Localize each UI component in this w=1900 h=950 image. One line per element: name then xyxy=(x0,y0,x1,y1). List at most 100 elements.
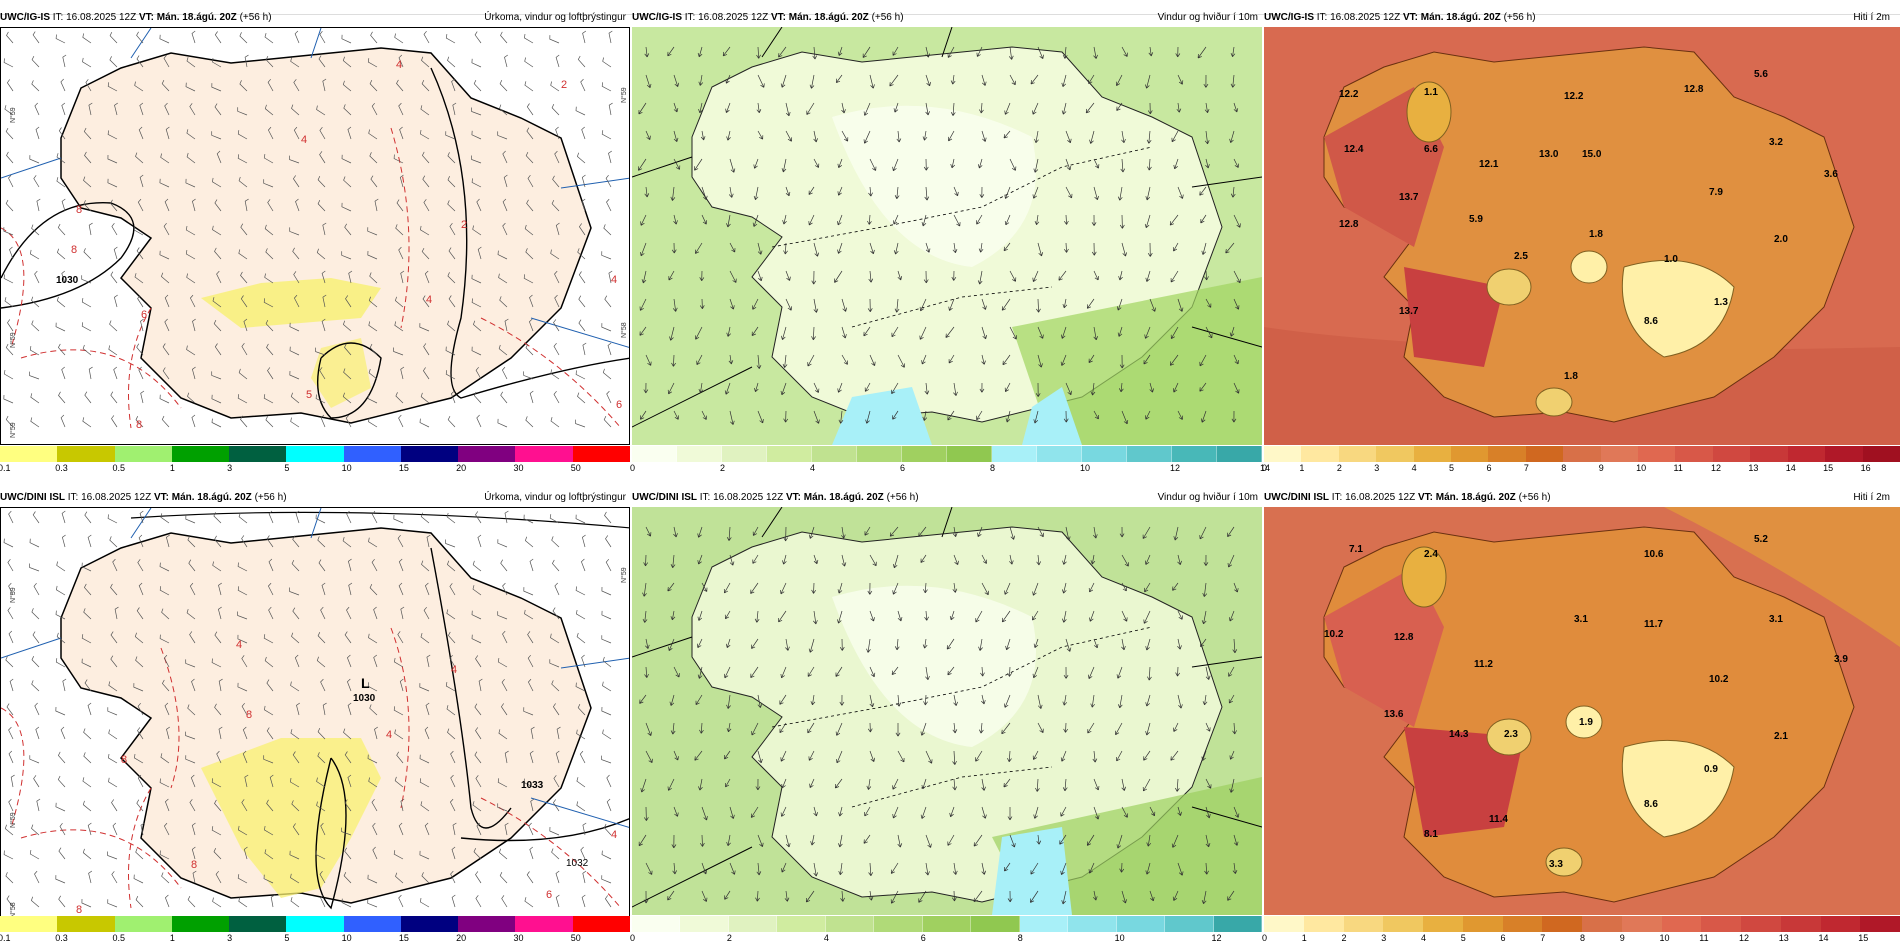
wind-barb xyxy=(581,198,586,212)
wind-arrow xyxy=(980,666,985,677)
wind-barb xyxy=(293,271,300,284)
wind-barb xyxy=(214,535,222,548)
wind-barb xyxy=(83,176,92,188)
wind-arrow xyxy=(1065,638,1072,652)
wind-arrow xyxy=(922,130,928,141)
wind-barb xyxy=(161,872,170,884)
wind-barb xyxy=(109,320,118,332)
wind-barb xyxy=(394,729,404,740)
temperature-value: 3.1 xyxy=(1769,614,1783,625)
wind-barb xyxy=(420,225,430,236)
wind-barb xyxy=(445,34,456,44)
wind-arrow xyxy=(897,354,906,368)
precip-colorbar: 0.1 0.3 0.5 1 3 5 10 15 20 30 50 xyxy=(0,446,630,476)
wind-barb xyxy=(315,514,326,524)
wind-arrow xyxy=(697,526,703,538)
wind-barb xyxy=(212,57,222,68)
wind-arrow xyxy=(952,890,957,902)
wind-barb xyxy=(550,249,560,260)
wind-arrow xyxy=(1062,554,1067,565)
colorbar-swatch xyxy=(1780,916,1821,932)
wind-arrow xyxy=(1145,410,1151,420)
wind-arrow xyxy=(837,582,843,594)
wind-arrow xyxy=(1093,526,1098,539)
wind-arrow xyxy=(1032,666,1039,679)
wind-barb xyxy=(31,656,40,668)
wind-arrow xyxy=(893,214,899,225)
wind-arrow xyxy=(841,102,846,114)
wind-barb xyxy=(291,800,300,812)
wind-barb xyxy=(191,414,196,428)
panel-title: Úrkoma, vindur og loftþrýstingur xyxy=(484,492,626,503)
wind-barb xyxy=(241,342,248,356)
colorbar-ticks: 0.1 0.3 0.5 1 3 5 10 15 20 30 50 xyxy=(0,462,630,476)
wind-arrow xyxy=(729,158,736,173)
wind-barb xyxy=(186,129,196,140)
grid-label: N°59 xyxy=(9,422,17,438)
wind-barb xyxy=(369,79,378,92)
wind-barb xyxy=(107,130,118,140)
wind-barb xyxy=(30,393,40,404)
wind-barb xyxy=(163,54,170,68)
wind-arrow xyxy=(1061,582,1067,594)
wind-barb xyxy=(293,294,300,308)
wind-barb xyxy=(398,246,404,260)
wind-barb xyxy=(524,224,534,236)
wind-arrow xyxy=(835,722,843,736)
wind-arrow xyxy=(1060,326,1067,339)
wind-arrow xyxy=(841,526,846,539)
wind-barb xyxy=(107,514,118,524)
temperature-value: 11.2 xyxy=(1474,659,1493,670)
glacier-cold xyxy=(1565,705,1603,739)
warm-area xyxy=(1404,267,1504,367)
wind-arrow xyxy=(922,638,928,649)
wind-barb xyxy=(419,754,430,764)
wind-barb xyxy=(264,825,274,836)
colorbar-swatch xyxy=(857,446,902,462)
wind-barb xyxy=(549,514,560,524)
glacier-cold xyxy=(1535,387,1573,417)
wind-arrow xyxy=(891,382,899,395)
wind-barb xyxy=(218,678,223,692)
wind-arrow xyxy=(667,778,675,791)
wind-arrow xyxy=(670,610,676,621)
wind-barb xyxy=(346,654,352,668)
wind-arrow xyxy=(1032,102,1039,115)
wind-barb xyxy=(133,226,144,236)
wind-barb xyxy=(137,198,144,212)
wind-barb xyxy=(603,224,612,236)
wind-barb xyxy=(471,610,482,620)
wind-barb xyxy=(393,706,404,716)
wind-barb xyxy=(267,199,274,212)
wind-arrow xyxy=(869,554,877,567)
wind-arrow xyxy=(952,750,957,765)
wind-barb xyxy=(290,729,300,740)
wind-arrow xyxy=(1121,410,1129,425)
wind-barb xyxy=(393,850,404,860)
wind-arrow xyxy=(1060,354,1067,366)
wind-barb xyxy=(447,272,456,284)
wind-barb xyxy=(88,222,93,236)
wind-barb xyxy=(497,778,508,788)
wind-barb xyxy=(160,153,170,164)
wind-arrow xyxy=(671,354,676,367)
wind-arrow xyxy=(1145,722,1151,736)
wind-barb xyxy=(263,874,274,884)
colorbar-swatch xyxy=(1862,446,1900,462)
wind-arrow xyxy=(701,862,708,875)
wind-barb xyxy=(554,270,560,284)
wind-barb xyxy=(575,370,586,380)
colorbar-tick: 1 xyxy=(169,463,175,473)
wind-arrow xyxy=(1090,694,1095,708)
wind-arrow xyxy=(1065,158,1072,171)
wind-arrow xyxy=(778,46,787,58)
wind-barb xyxy=(421,872,430,884)
colorbar-tick: 14 xyxy=(1260,463,1271,473)
wind-barb xyxy=(342,320,352,332)
wind-arrow xyxy=(1009,834,1016,848)
lead-time: (+56 h) xyxy=(1518,492,1551,503)
region-boundary xyxy=(771,146,1153,328)
wind-barb xyxy=(347,702,352,716)
temperature-value: 2.1 xyxy=(1774,731,1788,742)
wind-arrow xyxy=(782,214,787,225)
